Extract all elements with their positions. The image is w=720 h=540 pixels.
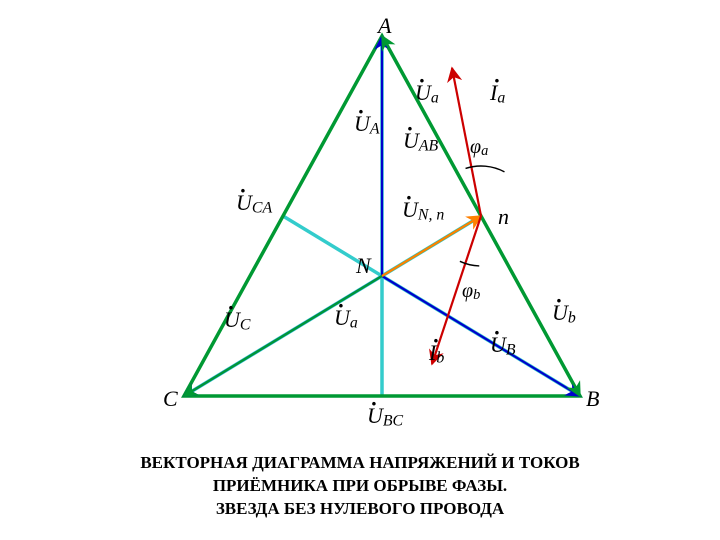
label-UCA: UCA <box>236 190 272 217</box>
label-C: C <box>163 386 178 412</box>
label-Uc: UC <box>224 307 250 334</box>
label-UAB: UAB <box>403 128 438 155</box>
arrow-Ua <box>382 36 481 216</box>
caption-line-3: ЗВЕЗДА БЕЗ НУЛЕВОГО ПРОВОДА <box>216 499 504 518</box>
caption-line-1: ВЕКТОРНАЯ ДИАГРАММА НАПРЯЖЕНИЙ И ТОКОВ <box>140 453 579 472</box>
label-n: n <box>498 204 509 230</box>
label-UBC: UBC <box>367 403 403 430</box>
label-N: N <box>356 253 371 279</box>
label-UB: UB <box>490 332 516 359</box>
label-Ua2: Ua <box>334 305 358 332</box>
caption: ВЕКТОРНАЯ ДИАГРАММА НАПРЯЖЕНИЙ И ТОКОВ П… <box>0 452 720 521</box>
label-Ia: Ia <box>490 80 505 107</box>
label-Ub: Ub <box>552 300 576 327</box>
caption-line-2: ПРИЁМНИКА ПРИ ОБРЫВЕ ФАЗЫ. <box>213 476 507 495</box>
label-UA: UA <box>354 111 380 138</box>
label-UNn: UN, n <box>402 197 444 224</box>
label-Ua: Ua <box>415 80 439 107</box>
label-Ib: Ib <box>429 340 444 367</box>
arrow-UB <box>382 276 580 396</box>
label-A: A <box>378 13 391 39</box>
arrow-UNn <box>382 216 481 276</box>
label-phib: φb <box>462 280 480 304</box>
label-phia: φa <box>470 136 488 160</box>
label-B: B <box>586 386 599 412</box>
